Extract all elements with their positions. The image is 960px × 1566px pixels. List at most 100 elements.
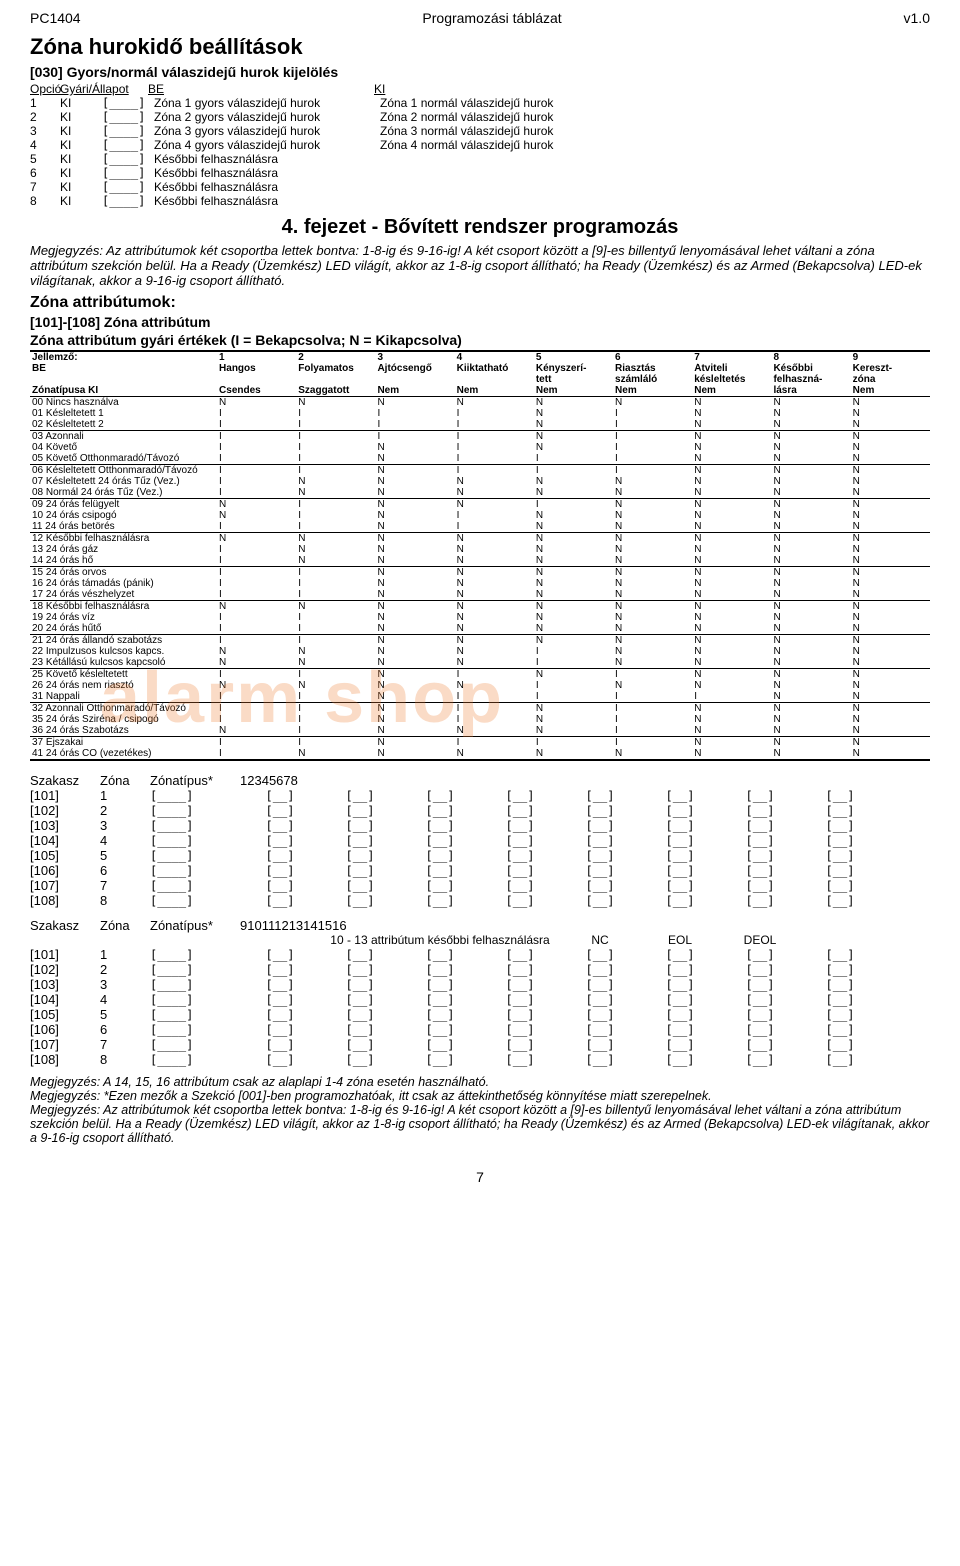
sta-val-box[interactable]: [__] xyxy=(560,879,640,893)
stb-val-box[interactable]: [__] xyxy=(480,948,560,962)
sta-val-box[interactable]: [__] xyxy=(480,804,560,818)
stb-val-box[interactable]: [__] xyxy=(560,1038,640,1052)
sta-val-box[interactable]: [__] xyxy=(720,804,800,818)
stb-val-box[interactable]: [__] xyxy=(640,1008,720,1022)
sta-val-box[interactable]: [__] xyxy=(560,804,640,818)
sta-val-box[interactable]: [__] xyxy=(560,819,640,833)
stb-val-box[interactable]: [__] xyxy=(320,978,400,992)
stb-val-box[interactable]: [__] xyxy=(560,978,640,992)
sta-val-box[interactable]: [__] xyxy=(640,834,720,848)
checkbox-icon[interactable]: [____] xyxy=(102,138,148,152)
checkbox-icon[interactable]: [____] xyxy=(102,194,148,208)
sta-val-box[interactable]: [__] xyxy=(720,849,800,863)
sta-val-box[interactable]: [__] xyxy=(400,864,480,878)
sta-val-box[interactable]: [__] xyxy=(560,864,640,878)
sta-val-box[interactable]: [__] xyxy=(640,864,720,878)
sta-val-box[interactable]: [__] xyxy=(400,879,480,893)
sta-val-box[interactable]: [__] xyxy=(240,804,320,818)
sta-val-box[interactable]: [__] xyxy=(400,894,480,908)
sta-val-box[interactable]: [__] xyxy=(800,894,880,908)
stb-val-box[interactable]: [__] xyxy=(720,1053,800,1067)
stb-val-box[interactable]: [__] xyxy=(720,963,800,977)
stb-val-box[interactable]: [__] xyxy=(800,993,880,1007)
sta-val-box[interactable]: [__] xyxy=(800,849,880,863)
sta-val-box[interactable]: [__] xyxy=(320,864,400,878)
stb-val-box[interactable]: [__] xyxy=(320,963,400,977)
stb-zt-box[interactable]: [____] xyxy=(150,978,240,992)
sta-val-box[interactable]: [__] xyxy=(240,834,320,848)
sta-val-box[interactable]: [__] xyxy=(240,879,320,893)
stb-val-box[interactable]: [__] xyxy=(240,1023,320,1037)
stb-val-box[interactable]: [__] xyxy=(640,1023,720,1037)
sta-zt-box[interactable]: [____] xyxy=(150,804,240,818)
sta-val-box[interactable]: [__] xyxy=(480,879,560,893)
stb-val-box[interactable]: [__] xyxy=(240,993,320,1007)
stb-val-box[interactable]: [__] xyxy=(480,963,560,977)
stb-val-box[interactable]: [__] xyxy=(400,1008,480,1022)
sta-val-box[interactable]: [__] xyxy=(320,894,400,908)
stb-zt-box[interactable]: [____] xyxy=(150,948,240,962)
stb-val-box[interactable]: [__] xyxy=(480,993,560,1007)
stb-val-box[interactable]: [__] xyxy=(320,1008,400,1022)
stb-val-box[interactable]: [__] xyxy=(240,1053,320,1067)
sta-zt-box[interactable]: [____] xyxy=(150,819,240,833)
sta-val-box[interactable]: [__] xyxy=(400,804,480,818)
checkbox-icon[interactable]: [____] xyxy=(102,152,148,166)
checkbox-icon[interactable]: [____] xyxy=(102,124,148,138)
stb-val-box[interactable]: [__] xyxy=(240,978,320,992)
stb-val-box[interactable]: [__] xyxy=(400,1053,480,1067)
sta-val-box[interactable]: [__] xyxy=(480,819,560,833)
stb-val-box[interactable]: [__] xyxy=(240,963,320,977)
stb-val-box[interactable]: [__] xyxy=(320,993,400,1007)
stb-val-box[interactable]: [__] xyxy=(720,993,800,1007)
sta-val-box[interactable]: [__] xyxy=(240,864,320,878)
stb-val-box[interactable]: [__] xyxy=(640,993,720,1007)
stb-val-box[interactable]: [__] xyxy=(720,948,800,962)
stb-val-box[interactable]: [__] xyxy=(800,1008,880,1022)
checkbox-icon[interactable]: [____] xyxy=(102,110,148,124)
sta-val-box[interactable]: [__] xyxy=(800,879,880,893)
sta-val-box[interactable]: [__] xyxy=(320,819,400,833)
sta-zt-box[interactable]: [____] xyxy=(150,849,240,863)
sta-val-box[interactable]: [__] xyxy=(320,879,400,893)
stb-val-box[interactable]: [__] xyxy=(240,1038,320,1052)
stb-val-box[interactable]: [__] xyxy=(720,1008,800,1022)
stb-val-box[interactable]: [__] xyxy=(480,1023,560,1037)
stb-val-box[interactable]: [__] xyxy=(800,978,880,992)
sta-val-box[interactable]: [__] xyxy=(720,864,800,878)
sta-val-box[interactable]: [__] xyxy=(320,804,400,818)
stb-val-box[interactable]: [__] xyxy=(320,1053,400,1067)
stb-val-box[interactable]: [__] xyxy=(640,1038,720,1052)
stb-val-box[interactable]: [__] xyxy=(400,993,480,1007)
sta-zt-box[interactable]: [____] xyxy=(150,894,240,908)
stb-val-box[interactable]: [__] xyxy=(560,948,640,962)
sta-val-box[interactable]: [__] xyxy=(640,819,720,833)
sta-val-box[interactable]: [__] xyxy=(640,804,720,818)
sta-val-box[interactable]: [__] xyxy=(800,789,880,803)
sta-val-box[interactable]: [__] xyxy=(800,834,880,848)
sta-val-box[interactable]: [__] xyxy=(720,894,800,908)
stb-val-box[interactable]: [__] xyxy=(800,1038,880,1052)
sta-val-box[interactable]: [__] xyxy=(400,834,480,848)
stb-val-box[interactable]: [__] xyxy=(240,948,320,962)
stb-zt-box[interactable]: [____] xyxy=(150,1053,240,1067)
stb-zt-box[interactable]: [____] xyxy=(150,993,240,1007)
sta-val-box[interactable]: [__] xyxy=(400,849,480,863)
sta-val-box[interactable]: [__] xyxy=(480,894,560,908)
sta-val-box[interactable]: [__] xyxy=(560,849,640,863)
checkbox-icon[interactable]: [____] xyxy=(102,180,148,194)
sta-val-box[interactable]: [__] xyxy=(400,789,480,803)
stb-val-box[interactable]: [__] xyxy=(480,1053,560,1067)
sta-val-box[interactable]: [__] xyxy=(400,819,480,833)
stb-val-box[interactable]: [__] xyxy=(800,963,880,977)
stb-zt-box[interactable]: [____] xyxy=(150,1038,240,1052)
stb-val-box[interactable]: [__] xyxy=(720,978,800,992)
stb-val-box[interactable]: [__] xyxy=(720,1038,800,1052)
stb-val-box[interactable]: [__] xyxy=(640,1053,720,1067)
sta-val-box[interactable]: [__] xyxy=(720,819,800,833)
sta-val-box[interactable]: [__] xyxy=(560,834,640,848)
checkbox-icon[interactable]: [____] xyxy=(102,166,148,180)
sta-val-box[interactable]: [__] xyxy=(720,834,800,848)
stb-val-box[interactable]: [__] xyxy=(560,963,640,977)
stb-val-box[interactable]: [__] xyxy=(640,978,720,992)
